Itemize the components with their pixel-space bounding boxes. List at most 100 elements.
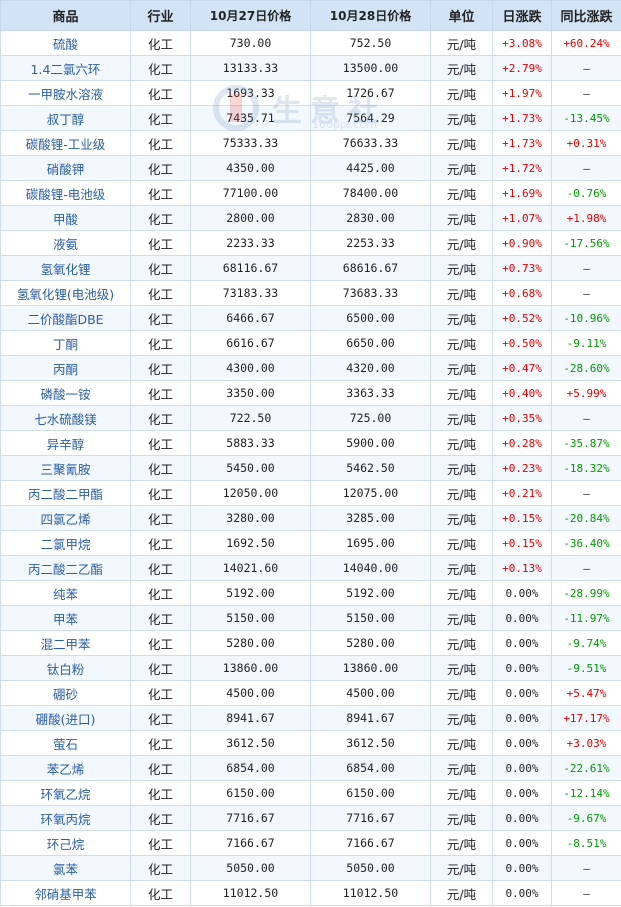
cell-yoy-change: — <box>551 880 621 906</box>
cell-product[interactable]: 二价酸酯DBE <box>0 305 131 331</box>
cell-unit: 元/吨 <box>430 655 493 681</box>
cell-yoy-change: — <box>551 555 621 581</box>
cell-daily-change: +0.28% <box>492 430 552 456</box>
cell-product[interactable]: 纯苯 <box>0 580 131 606</box>
cell-product[interactable]: 液氨 <box>0 230 131 256</box>
col-header-industry[interactable]: 行业 <box>130 0 191 31</box>
cell-daily-change: +0.35% <box>492 405 552 431</box>
table-row: 七水硫酸镁 化工 722.50 725.00 元/吨 +0.35% — <box>0 405 621 431</box>
cell-product[interactable]: 环己烷 <box>0 830 131 856</box>
table-row: 丁酮 化工 6616.67 6650.00 元/吨 +0.50% -9.11% <box>0 330 621 356</box>
cell-price-oct28: 752.50 <box>310 30 431 56</box>
cell-product[interactable]: 环氧丙烷 <box>0 805 131 831</box>
cell-yoy-change: — <box>551 55 621 81</box>
cell-daily-change: 0.00% <box>492 855 552 881</box>
cell-daily-change: +0.68% <box>492 280 552 306</box>
cell-product[interactable]: 叔丁醇 <box>0 105 131 131</box>
cell-price-oct28: 78400.00 <box>310 180 431 206</box>
table-row: 纯苯 化工 5192.00 5192.00 元/吨 0.00% -28.99% <box>0 580 621 606</box>
cell-price-oct27: 13860.00 <box>190 655 311 681</box>
cell-product[interactable]: 氢氧化锂 <box>0 255 131 281</box>
cell-price-oct27: 5450.00 <box>190 455 311 481</box>
cell-price-oct27: 4500.00 <box>190 680 311 706</box>
cell-yoy-change: -11.97% <box>551 605 621 631</box>
cell-yoy-change: -28.60% <box>551 355 621 381</box>
cell-product[interactable]: 磷酸一铵 <box>0 380 131 406</box>
cell-product[interactable]: 环氧乙烷 <box>0 780 131 806</box>
cell-price-oct27: 68116.67 <box>190 255 311 281</box>
cell-product[interactable]: 碳酸锂-电池级 <box>0 180 131 206</box>
col-header-unit[interactable]: 单位 <box>430 0 493 31</box>
cell-yoy-change: -8.51% <box>551 830 621 856</box>
cell-product[interactable]: 1.4二氯六环 <box>0 55 131 81</box>
cell-product[interactable]: 四氯乙烯 <box>0 505 131 531</box>
cell-unit: 元/吨 <box>430 380 493 406</box>
cell-price-oct28: 4425.00 <box>310 155 431 181</box>
cell-price-oct28: 2830.00 <box>310 205 431 231</box>
cell-price-oct28: 4320.00 <box>310 355 431 381</box>
cell-price-oct27: 3350.00 <box>190 380 311 406</box>
cell-product[interactable]: 硫酸 <box>0 30 131 56</box>
cell-product[interactable]: 三聚氰胺 <box>0 455 131 481</box>
cell-product[interactable]: 七水硫酸镁 <box>0 405 131 431</box>
cell-yoy-change: -28.99% <box>551 580 621 606</box>
cell-industry: 化工 <box>130 155 191 181</box>
cell-product[interactable]: 丙酮 <box>0 355 131 381</box>
cell-industry: 化工 <box>130 80 191 106</box>
col-header-price-oct27[interactable]: 10月27日价格 <box>190 0 311 31</box>
cell-price-oct28: 5192.00 <box>310 580 431 606</box>
cell-price-oct28: 725.00 <box>310 405 431 431</box>
cell-product[interactable]: 硼酸(进口) <box>0 705 131 731</box>
cell-product[interactable]: 二氯甲烷 <box>0 530 131 556</box>
cell-unit: 元/吨 <box>430 830 493 856</box>
cell-product[interactable]: 萤石 <box>0 730 131 756</box>
table-row: 甲苯 化工 5150.00 5150.00 元/吨 0.00% -11.97% <box>0 605 621 631</box>
cell-product[interactable]: 混二甲苯 <box>0 630 131 656</box>
table-row: 环己烷 化工 7166.67 7166.67 元/吨 0.00% -8.51% <box>0 830 621 856</box>
cell-unit: 元/吨 <box>430 480 493 506</box>
cell-industry: 化工 <box>130 805 191 831</box>
cell-product[interactable]: 苯乙烯 <box>0 755 131 781</box>
cell-product[interactable]: 钛白粉 <box>0 655 131 681</box>
cell-yoy-change: -22.61% <box>551 755 621 781</box>
cell-product[interactable]: 氢氧化锂(电池级) <box>0 280 131 306</box>
cell-product[interactable]: 邻硝基甲苯 <box>0 880 131 906</box>
cell-product[interactable]: 丙二酸二乙酯 <box>0 555 131 581</box>
cell-industry: 化工 <box>130 405 191 431</box>
cell-product[interactable]: 丁酮 <box>0 330 131 356</box>
cell-yoy-change: +60.24% <box>551 30 621 56</box>
cell-unit: 元/吨 <box>430 255 493 281</box>
col-header-daily-change[interactable]: 日涨跌 <box>492 0 552 31</box>
cell-product[interactable]: 硼砂 <box>0 680 131 706</box>
col-header-product[interactable]: 商品 <box>0 0 131 31</box>
table-row: 邻硝基甲苯 化工 11012.50 11012.50 元/吨 0.00% — <box>0 880 621 906</box>
cell-price-oct27: 77100.00 <box>190 180 311 206</box>
col-header-yoy-change[interactable]: 同比涨跌 <box>551 0 621 31</box>
cell-product[interactable]: 异辛醇 <box>0 430 131 456</box>
cell-product[interactable]: 硝酸钾 <box>0 155 131 181</box>
cell-daily-change: +2.79% <box>492 55 552 81</box>
cell-industry: 化工 <box>130 430 191 456</box>
cell-unit: 元/吨 <box>430 30 493 56</box>
cell-unit: 元/吨 <box>430 680 493 706</box>
cell-price-oct28: 6650.00 <box>310 330 431 356</box>
cell-product[interactable]: 甲苯 <box>0 605 131 631</box>
cell-industry: 化工 <box>130 105 191 131</box>
col-header-price-oct28[interactable]: 10月28日价格 <box>310 0 431 31</box>
cell-industry: 化工 <box>130 280 191 306</box>
cell-product[interactable]: 甲酸 <box>0 205 131 231</box>
cell-yoy-change: -10.96% <box>551 305 621 331</box>
cell-product[interactable]: 碳酸锂-工业级 <box>0 130 131 156</box>
cell-daily-change: 0.00% <box>492 705 552 731</box>
cell-product[interactable]: 丙二酸二甲酯 <box>0 480 131 506</box>
cell-product[interactable]: 氯苯 <box>0 855 131 881</box>
cell-daily-change: +0.47% <box>492 355 552 381</box>
cell-daily-change: +0.15% <box>492 530 552 556</box>
cell-product[interactable]: 一甲胺水溶液 <box>0 80 131 106</box>
cell-price-oct27: 722.50 <box>190 405 311 431</box>
cell-price-oct28: 5900.00 <box>310 430 431 456</box>
cell-industry: 化工 <box>130 480 191 506</box>
table-row: 混二甲苯 化工 5280.00 5280.00 元/吨 0.00% -9.74% <box>0 630 621 656</box>
cell-yoy-change: — <box>551 80 621 106</box>
table-row: 异辛醇 化工 5883.33 5900.00 元/吨 +0.28% -35.87% <box>0 430 621 456</box>
